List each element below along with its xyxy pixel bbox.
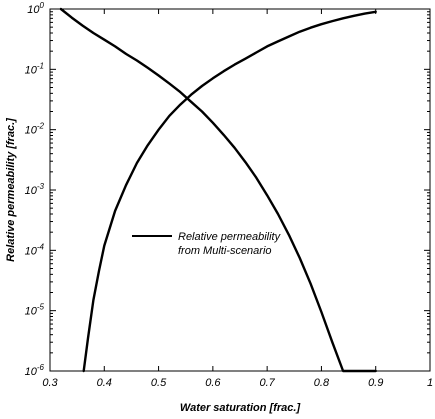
y-tick-base: 10 <box>25 306 38 318</box>
y-tick-label: 10-3 <box>25 182 45 197</box>
y-tick-label: 10-1 <box>25 61 44 76</box>
x-tick-label: 0.4 <box>97 377 112 389</box>
legend-line2: from Multi-scenario <box>178 245 272 257</box>
y-tick-base: 10 <box>25 245 38 257</box>
y-axis-label: Relative permeability [frac.] <box>5 118 17 262</box>
x-tick-label: 0.7 <box>259 377 275 389</box>
series-line-1 <box>59 7 377 373</box>
x-tick-label: 0.8 <box>314 377 330 389</box>
y-tick-label: 100 <box>27 1 44 16</box>
y-tick-label: 10-4 <box>25 242 45 257</box>
x-tick-label: 0.9 <box>368 377 383 389</box>
x-axis-label: Water saturation [frac.] <box>180 402 301 414</box>
y-tick-exp: -5 <box>37 303 45 312</box>
y-tick-exp: 0 <box>40 1 45 10</box>
x-tick-label: 0.5 <box>151 377 167 389</box>
x-tick-label: 0.6 <box>205 377 221 389</box>
y-tick-exp: -6 <box>37 363 45 372</box>
y-tick-label: 10-2 <box>25 122 45 137</box>
plot-frame <box>49 8 431 372</box>
y-tick-base: 10 <box>25 185 38 197</box>
series-line-2 <box>82 10 377 373</box>
y-tick-label: 10-5 <box>25 303 45 318</box>
x-axis-ticks: 0.3 0.4 0.5 0.6 0.7 0.8 0.9 1 <box>42 9 433 389</box>
x-tick-label: 1 <box>427 377 433 389</box>
x-tick-label: 0.3 <box>42 377 58 389</box>
y-tick-exp: -2 <box>37 122 45 131</box>
legend-line1: Relative permeability <box>178 231 282 243</box>
y-tick-exp: -3 <box>37 182 45 191</box>
y-tick-exp: -4 <box>37 242 45 251</box>
y-tick-base: 10 <box>27 4 40 16</box>
series-lines <box>59 7 377 373</box>
y-tick-base: 10 <box>25 64 38 76</box>
y-tick-label: 10-6 <box>25 363 45 378</box>
legend: Relative permeability from Multi-scenari… <box>132 231 282 257</box>
y-tick-base: 10 <box>25 366 38 378</box>
y-tick-exp: -1 <box>37 61 44 70</box>
y-tick-base: 10 <box>25 125 38 137</box>
